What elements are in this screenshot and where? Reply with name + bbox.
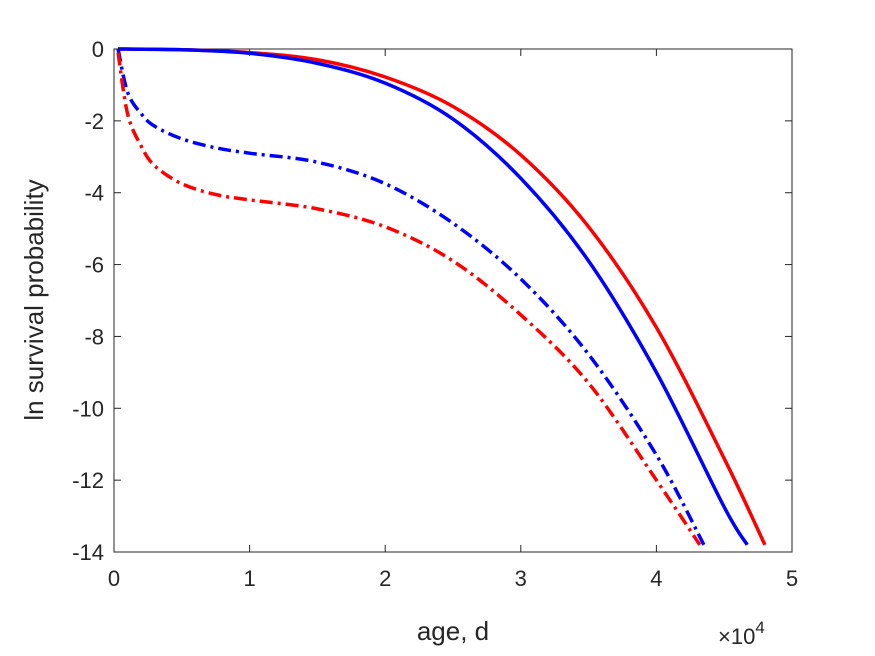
series-line-2 <box>118 47 749 546</box>
axes-frame <box>113 48 793 553</box>
y-tick-label: -12 <box>72 468 104 493</box>
x-tick-label: 0 <box>108 566 120 591</box>
y-tick-label: 0 <box>92 37 104 62</box>
series-layer <box>116 47 767 546</box>
series-line-3 <box>116 48 706 546</box>
x-tick-label: 5 <box>786 566 798 591</box>
y-tick-label: -8 <box>84 324 104 349</box>
x-multiplier-base: ×10 <box>718 624 755 649</box>
y-tick-label: -4 <box>84 181 104 206</box>
y-tick-label: -2 <box>84 109 104 134</box>
y-tick-label: -6 <box>84 253 104 278</box>
y-tick-label: -10 <box>72 396 104 421</box>
x-multiplier-exponent: 4 <box>755 618 764 637</box>
x-tick-label: 4 <box>650 566 662 591</box>
x-tick-label: 2 <box>379 566 391 591</box>
x-tick-label: 1 <box>243 566 255 591</box>
x-tick-label: 3 <box>515 566 527 591</box>
series-line-4 <box>116 52 702 546</box>
tick-layer: 0 1 2 3 4 5 0 -2 -4 -6 -8 -10 -12 -14 <box>72 37 798 591</box>
y-axis-title: ln survival probability <box>19 179 49 420</box>
x-multiplier-label: ×104 <box>718 618 765 649</box>
x-axis-title: age, d <box>417 616 489 646</box>
y-tick-label: -14 <box>72 540 104 565</box>
